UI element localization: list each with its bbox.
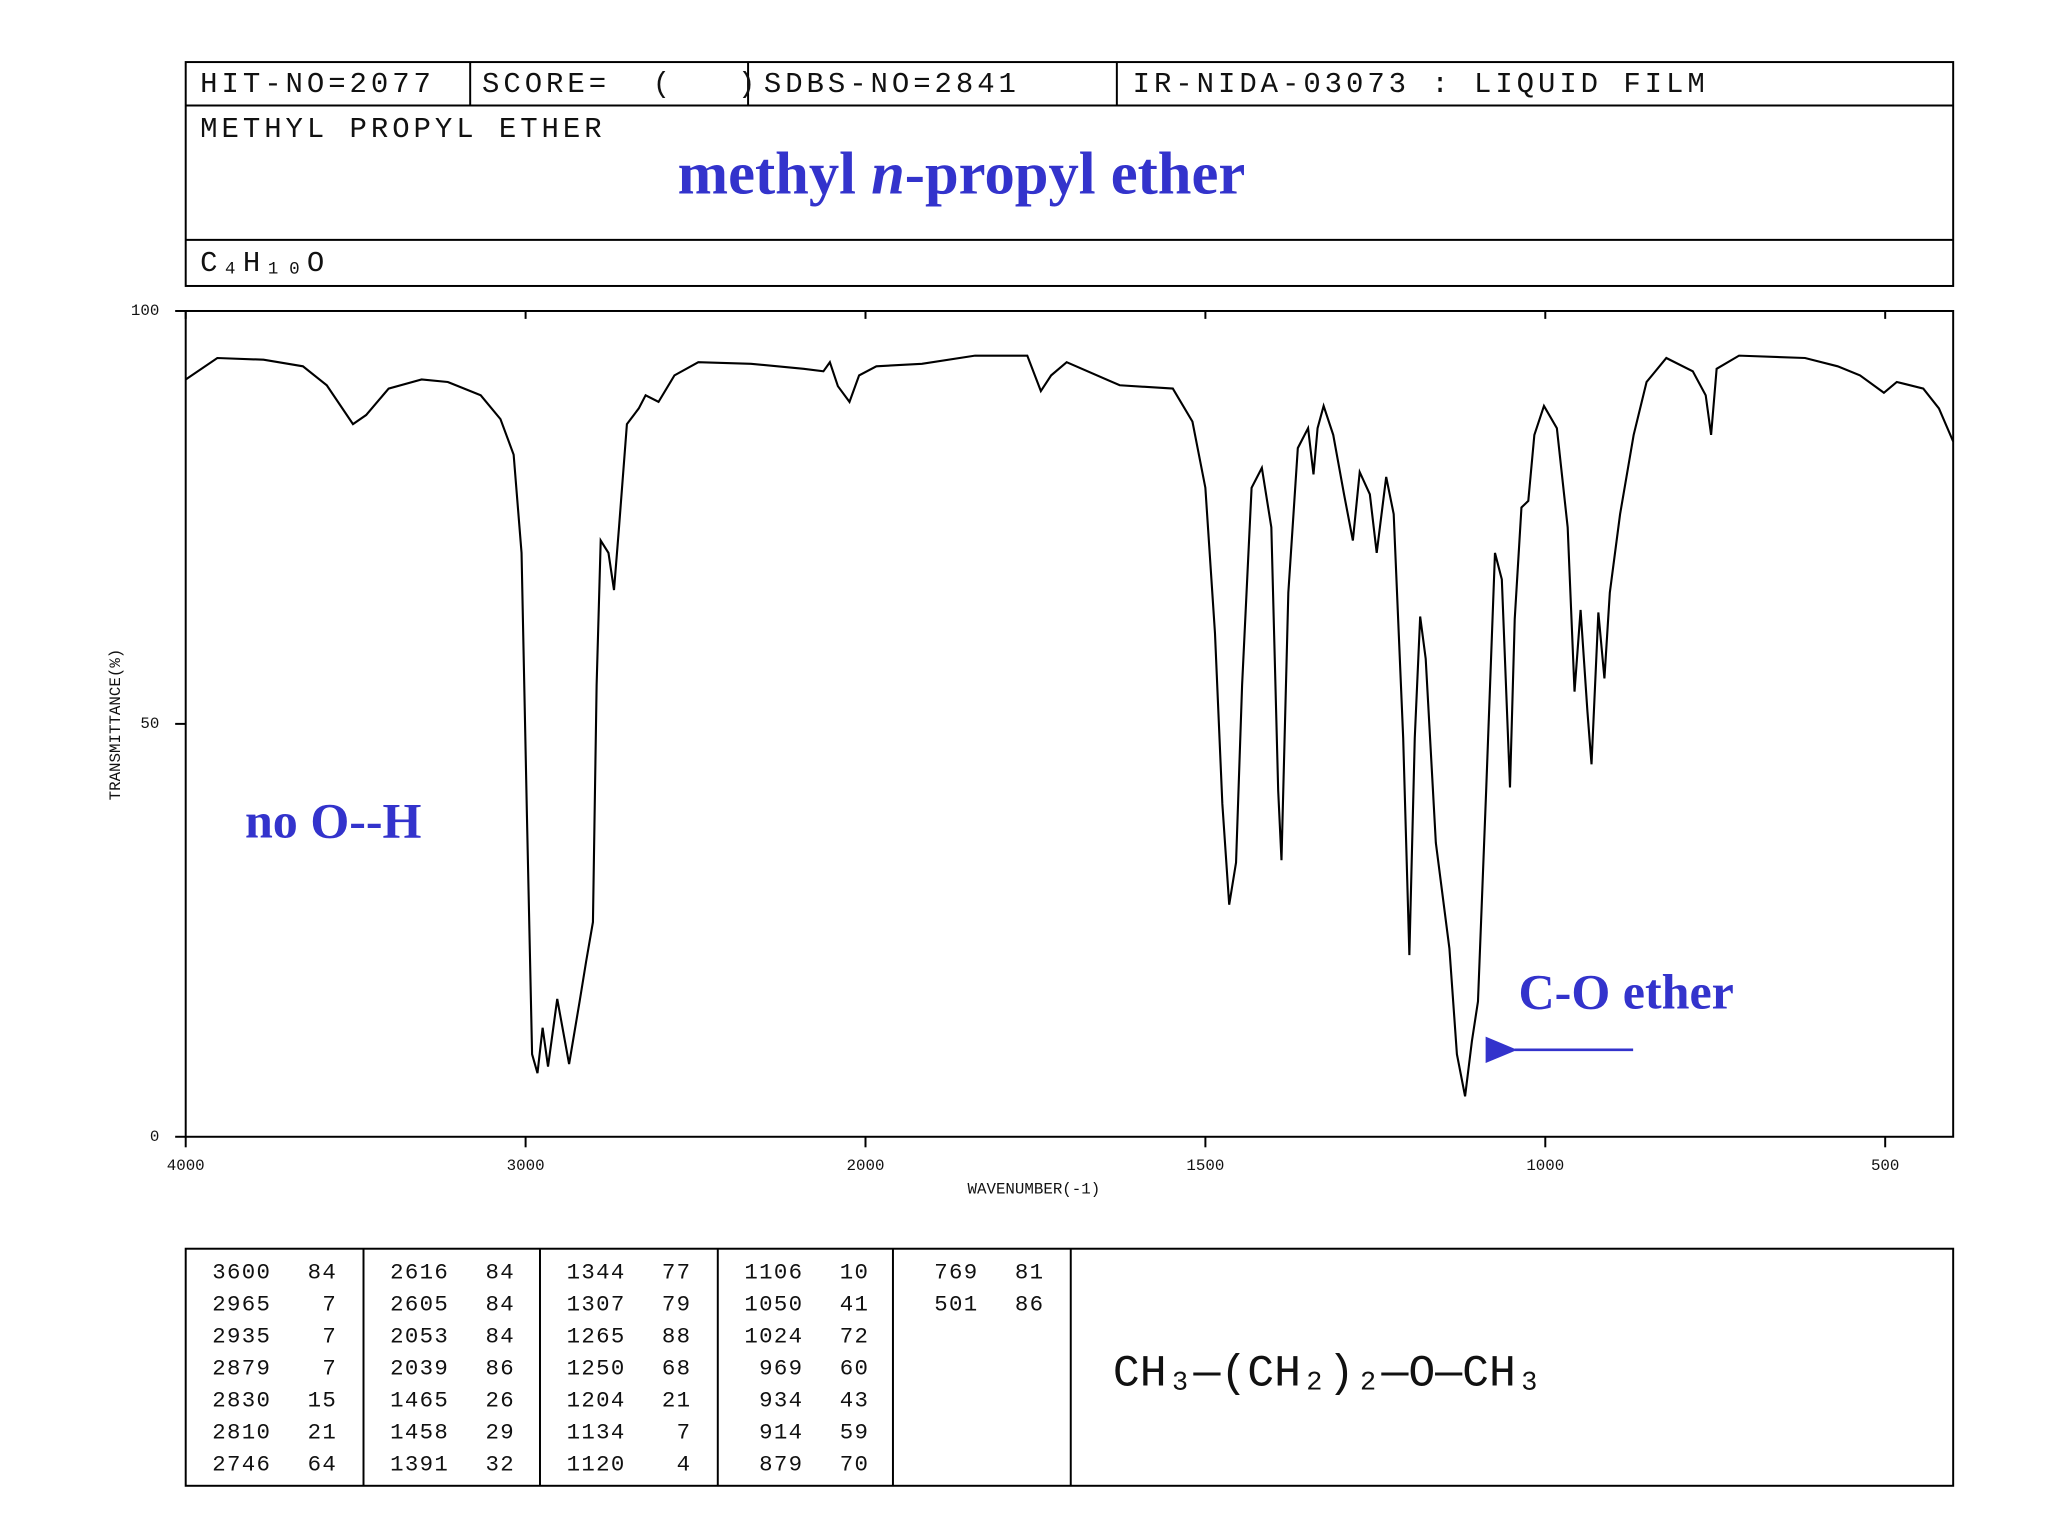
peak-wavenumber: 2039 bbox=[390, 1355, 449, 1381]
peak-wavenumber: 1120 bbox=[567, 1451, 626, 1477]
x-tick-label: 1000 bbox=[1526, 1157, 1564, 1175]
peak-transmittance: 84 bbox=[485, 1291, 515, 1317]
peak-transmittance: 7 bbox=[322, 1291, 337, 1317]
peak-transmittance: 7 bbox=[677, 1419, 692, 1445]
peak-wavenumber: 3600 bbox=[212, 1259, 271, 1285]
peak-wavenumber: 934 bbox=[759, 1387, 803, 1413]
peak-transmittance: 60 bbox=[840, 1355, 870, 1381]
peak-wavenumber: 2605 bbox=[390, 1291, 449, 1317]
peak-wavenumber: 879 bbox=[759, 1451, 803, 1477]
peak-transmittance: 81 bbox=[1015, 1259, 1045, 1285]
peak-wavenumber: 1391 bbox=[390, 1451, 449, 1477]
peak-wavenumber: 1265 bbox=[567, 1323, 626, 1349]
peak-wavenumber: 969 bbox=[759, 1355, 803, 1381]
peak-wavenumber: 1050 bbox=[744, 1291, 803, 1317]
peak-transmittance: 7 bbox=[322, 1323, 337, 1349]
peak-transmittance: 68 bbox=[662, 1355, 692, 1381]
peak-transmittance: 26 bbox=[485, 1387, 515, 1413]
y-axis-label: TRANSMITTANCE(%) bbox=[107, 649, 125, 801]
annotation: no O--H bbox=[245, 792, 422, 848]
x-axis-label: WAVENUMBER(-1) bbox=[968, 1181, 1101, 1199]
peak-transmittance: 86 bbox=[1015, 1291, 1045, 1317]
peak-transmittance: 4 bbox=[677, 1451, 692, 1477]
peak-wavenumber: 1106 bbox=[744, 1259, 803, 1285]
annotation: C-O ether bbox=[1519, 964, 1734, 1020]
peak-wavenumber: 1465 bbox=[390, 1387, 449, 1413]
x-tick-label: 1500 bbox=[1186, 1157, 1224, 1175]
peak-wavenumber: 2879 bbox=[212, 1355, 271, 1381]
peak-transmittance: 29 bbox=[485, 1419, 515, 1445]
x-tick-label: 4000 bbox=[167, 1157, 205, 1175]
peak-transmittance: 41 bbox=[840, 1291, 870, 1317]
peak-wavenumber: 1024 bbox=[744, 1323, 803, 1349]
title: methyl n-propyl ether bbox=[678, 140, 1246, 207]
peak-transmittance: 10 bbox=[840, 1259, 870, 1285]
y-tick-label: 50 bbox=[140, 715, 159, 733]
peak-wavenumber: 2830 bbox=[212, 1387, 271, 1413]
peak-transmittance: 21 bbox=[308, 1419, 338, 1445]
sdbs-no: SDBS-NO=2841 bbox=[764, 68, 1020, 101]
peak-transmittance: 86 bbox=[485, 1355, 515, 1381]
peak-wavenumber: 1307 bbox=[567, 1291, 626, 1317]
peak-wavenumber: 2935 bbox=[212, 1323, 271, 1349]
peak-transmittance: 64 bbox=[308, 1451, 338, 1477]
peak-wavenumber: 2053 bbox=[390, 1323, 449, 1349]
x-tick-label: 2000 bbox=[847, 1157, 885, 1175]
plot: 4000 3000 2000 1500 1000 500 0 50 100 bbox=[131, 302, 1955, 1175]
peak-transmittance: 84 bbox=[485, 1323, 515, 1349]
peak-transmittance: 70 bbox=[840, 1451, 870, 1477]
title-part: methyl bbox=[678, 140, 871, 207]
x-tick-label: 500 bbox=[1871, 1157, 1899, 1175]
peak-wavenumber: 1250 bbox=[567, 1355, 626, 1381]
peak-table-box bbox=[184, 1247, 1955, 1487]
peak-transmittance: 88 bbox=[662, 1323, 692, 1349]
peak-transmittance: 72 bbox=[840, 1323, 870, 1349]
peak-wavenumber: 2616 bbox=[390, 1259, 449, 1285]
title-part: -propyl ether bbox=[905, 140, 1245, 207]
spectrum-line bbox=[185, 354, 1955, 1097]
peak-wavenumber: 914 bbox=[759, 1419, 803, 1445]
hit-no: HIT-NO=2077 bbox=[200, 68, 435, 101]
peak-wavenumber: 769 bbox=[934, 1259, 978, 1285]
compound-name: METHYL PROPYL ETHER bbox=[200, 113, 605, 146]
peak-transmittance: 21 bbox=[662, 1387, 692, 1413]
peak-wavenumber: 2810 bbox=[212, 1419, 271, 1445]
header-box bbox=[184, 61, 1955, 287]
peak-transmittance: 32 bbox=[485, 1451, 515, 1477]
peak-wavenumber: 1458 bbox=[390, 1419, 449, 1445]
peak-wavenumber: 501 bbox=[934, 1291, 978, 1317]
method: IR-NIDA-03073 : LIQUID FILM bbox=[1133, 68, 1709, 101]
peak-transmittance: 7 bbox=[322, 1355, 337, 1381]
peak-transmittance: 77 bbox=[662, 1259, 692, 1285]
score: SCORE= ( ) bbox=[482, 68, 759, 101]
structure: CH₃—(CH₂)₂—O—CH₃ bbox=[1113, 1350, 1543, 1400]
peak-transmittance: 84 bbox=[485, 1259, 515, 1285]
peak-transmittance: 79 bbox=[662, 1291, 692, 1317]
peak-wavenumber: 2965 bbox=[212, 1291, 271, 1317]
formula: C₄H₁₀O bbox=[200, 247, 328, 280]
x-tick-label: 3000 bbox=[507, 1157, 545, 1175]
peak-wavenumber: 1344 bbox=[567, 1259, 626, 1285]
peak-transmittance: 15 bbox=[308, 1387, 338, 1413]
peak-wavenumber: 1204 bbox=[567, 1387, 626, 1413]
y-tick-label: 100 bbox=[131, 302, 159, 320]
y-tick-label: 0 bbox=[150, 1128, 159, 1146]
peak-wavenumber: 2746 bbox=[212, 1451, 271, 1477]
peak-transmittance: 84 bbox=[308, 1259, 338, 1285]
peak-transmittance: 59 bbox=[840, 1419, 870, 1445]
title-part: n bbox=[871, 140, 905, 207]
peak-transmittance: 43 bbox=[840, 1387, 870, 1413]
peak-wavenumber: 1134 bbox=[567, 1419, 626, 1445]
